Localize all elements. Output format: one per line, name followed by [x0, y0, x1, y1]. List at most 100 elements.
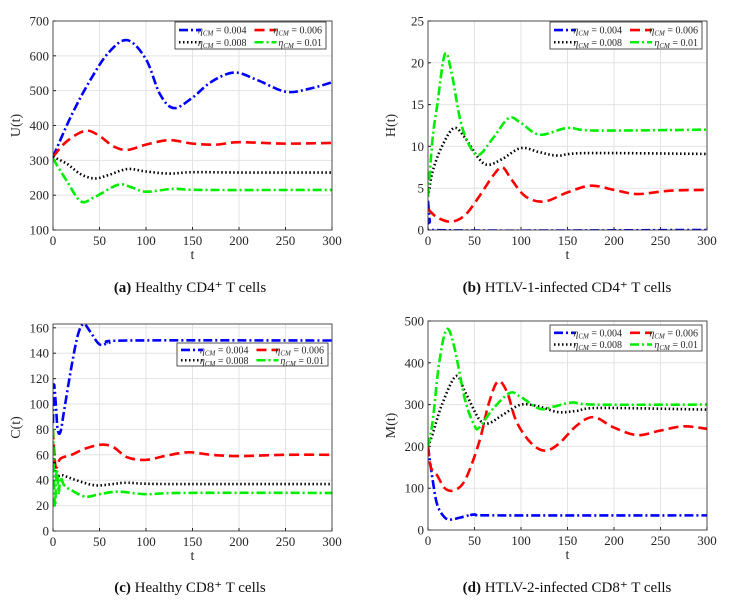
series-line — [428, 51, 707, 197]
x-tick-label: 250 — [276, 233, 296, 248]
legend-symbol: η — [654, 340, 659, 351]
x-tick-label: 0 — [425, 533, 432, 548]
axes-frame — [427, 320, 708, 531]
series-line — [53, 38, 332, 158]
y-tick-label: 400 — [30, 118, 50, 133]
legend-value: = 0.004 — [213, 26, 246, 37]
y-tick-label: 120 — [30, 371, 50, 386]
legend-entry-label: ηCM = 0.006 — [649, 26, 698, 38]
legend-symbol: η — [200, 356, 205, 367]
legend-entry-label: ηCM = 0.004 — [198, 26, 247, 38]
series-line — [53, 441, 332, 487]
axes-frame — [52, 323, 333, 532]
legend-entry-label: ηCM = 0.006 — [649, 328, 698, 340]
legend-value: = 0.008 — [589, 38, 622, 49]
y-tick-label: 100 — [405, 481, 425, 496]
panel-d: 0 50 100 150 200 250 300 0 100 200 300 400 500 t M(t) η… — [384, 314, 717, 597]
legend-box — [174, 21, 327, 50]
legend-symbol: η — [573, 38, 578, 49]
x-axis-label: t — [566, 548, 570, 563]
legend-entry-label: ηCM = 0.006 — [275, 345, 324, 357]
x-tick-label: 50 — [468, 533, 481, 548]
y-tick-label: 700 — [30, 14, 50, 29]
panel-caption: (b) HTLV-1-infected CD4⁺ T cells — [463, 280, 672, 296]
panel-caption: (c) Healthy CD8⁺ T cells — [114, 580, 266, 596]
x-tick-label: 100 — [136, 534, 156, 549]
y-axis-label: C(t) — [9, 416, 24, 439]
y-tick-label: 100 — [30, 223, 50, 238]
y-tick-label: 10 — [411, 139, 424, 154]
legend-subscript: CM — [654, 332, 666, 340]
x-tick-label: 250 — [276, 534, 296, 549]
caption-text: HTLV-1-infected CD4⁺ T cells — [485, 280, 672, 296]
x-tick-label: 50 — [93, 534, 106, 549]
series-line — [428, 165, 707, 223]
y-tick-label: 600 — [30, 48, 50, 63]
legend-subscript: CM — [659, 42, 671, 50]
caption-text: HTLV-2-infected CD8⁺ T cells — [485, 580, 672, 596]
legend-entry-label: ηCM = 0.008 — [200, 356, 249, 368]
x-tick-label: 150 — [558, 233, 578, 248]
legend-symbol: η — [573, 340, 578, 351]
y-tick-label: 160 — [30, 320, 50, 335]
axes-frame — [52, 20, 333, 231]
series-line — [428, 126, 707, 197]
caption-label: (b) — [463, 280, 485, 296]
legend-subscript: CM — [285, 360, 297, 368]
y-tick-label: 20 — [36, 498, 49, 513]
x-tick-label: 100 — [511, 533, 531, 548]
y-tick-label: 140 — [30, 346, 50, 361]
x-tick-label: 300 — [322, 233, 342, 248]
y-tick-label: 25 — [411, 14, 424, 29]
caption-label: (c) — [114, 580, 134, 596]
y-tick-label: 20 — [411, 55, 424, 70]
legend-symbol: η — [198, 26, 203, 37]
x-tick-label: 200 — [229, 233, 249, 248]
y-tick-label: 400 — [405, 355, 425, 370]
y-tick-label: 80 — [36, 422, 49, 437]
x-tick-label: 150 — [558, 533, 578, 548]
x-axis-label: t — [191, 248, 195, 263]
y-axis-label: H(t) — [384, 114, 399, 138]
y-tick-label: 200 — [405, 439, 425, 454]
legend-subscript: CM — [283, 42, 295, 50]
caption-text: Healthy CD4⁺ T cells — [135, 280, 266, 296]
series-line — [428, 446, 707, 521]
series-line — [53, 155, 332, 180]
series-line — [53, 129, 332, 158]
x-tick-label: 200 — [604, 233, 624, 248]
legend-value: = 0.006 — [289, 26, 322, 37]
legend-value: = 0.006 — [665, 26, 698, 37]
axes-frame — [427, 20, 708, 231]
legend-entry-label: ηCM = 0.008 — [573, 38, 622, 50]
y-tick-label: 300 — [405, 397, 425, 412]
x-tick-label: 250 — [651, 233, 671, 248]
legend-entry-label: ηCM = 0.01 — [280, 356, 324, 368]
x-tick-label: 50 — [468, 233, 481, 248]
y-tick-label: 40 — [36, 473, 49, 488]
panel-a: 0 50 100 150 200 250 300 100 200 300 400 500 600 700 t… — [9, 14, 342, 297]
x-tick-label: 200 — [229, 534, 249, 549]
legend-subscript: CM — [578, 332, 590, 340]
legend-value: = 0.004 — [589, 26, 622, 37]
legend-box — [549, 324, 703, 352]
legend-symbol: η — [273, 26, 278, 37]
panel-caption: (a) Healthy CD4⁺ T cells — [114, 280, 267, 296]
legend-symbol: η — [275, 345, 280, 356]
series-line — [53, 324, 332, 436]
y-tick-label: 15 — [411, 97, 424, 112]
x-tick-label: 300 — [322, 534, 342, 549]
x-tick-label: 100 — [511, 233, 531, 248]
legend-symbol: η — [649, 328, 654, 339]
y-axis-label: M(t) — [384, 412, 399, 438]
x-axis-label: t — [191, 549, 195, 564]
legend-symbol: η — [278, 38, 283, 49]
y-tick-label: 500 — [30, 83, 50, 98]
legend-symbol: η — [573, 26, 578, 37]
legend-symbol: η — [654, 38, 659, 49]
